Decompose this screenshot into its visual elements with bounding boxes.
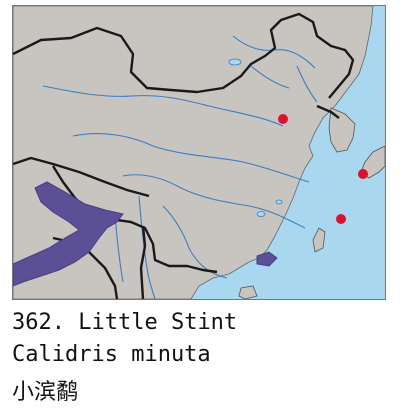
hainan-island <box>238 285 258 299</box>
species-scientific-name: Calidris minuta <box>12 342 211 367</box>
record-dots <box>278 114 368 224</box>
taiwan-island <box>312 227 326 253</box>
range-areas <box>13 181 278 287</box>
record-dot-beijing <box>278 114 288 124</box>
species-number-and-name: 362. Little Stint <box>12 310 237 335</box>
korea-peninsula <box>328 107 356 153</box>
lakes <box>228 58 283 217</box>
range-area-main <box>13 181 124 287</box>
record-dot-east-sea <box>336 214 346 224</box>
rivers <box>42 35 318 299</box>
record-dot-kyushu <box>358 169 368 179</box>
species-number: 362. <box>12 310 65 335</box>
distribution-map <box>12 5 386 300</box>
species-chinese-name: 小滨鹬 <box>12 380 79 405</box>
species-common-name: Little Stint <box>78 310 238 335</box>
range-area-south-coast <box>256 251 278 267</box>
